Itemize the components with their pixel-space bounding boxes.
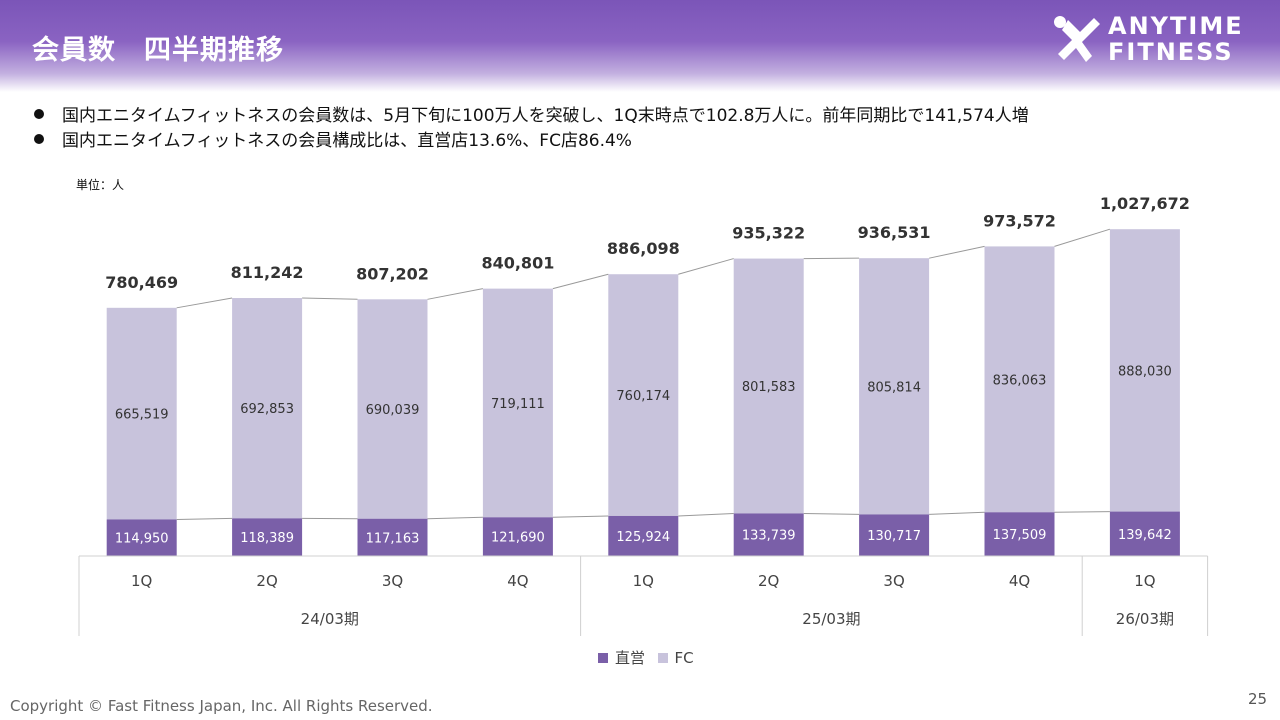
total-value-label: 936,531 [858, 223, 931, 242]
page-number: 25 [1248, 690, 1268, 708]
legend-label-fc: FC [674, 649, 693, 667]
anytime-fitness-logo: ANYTIME FITNESS [1046, 10, 1268, 74]
legend-swatch-fc [658, 653, 668, 663]
direct-connector-line [803, 512, 860, 515]
direct-value-label: 118,389 [240, 531, 294, 546]
total-connector-line [678, 258, 734, 275]
direct-value-label: 117,163 [366, 531, 420, 546]
direct-bar [482, 517, 553, 556]
direct-value-label: 125,924 [616, 530, 670, 545]
legend-label-direct: 直営 [615, 649, 645, 667]
unit-label: 単位：人 [76, 178, 125, 192]
bullet-item: 国内エニタイムフィットネスの会員数は、5月下旬に100万人を突破し、1Q末時点で… [34, 104, 1029, 129]
direct-connector-line [678, 512, 734, 517]
total-connector-line [302, 297, 358, 300]
fc-value-label: 836,063 [993, 373, 1047, 388]
direct-connector-line [427, 516, 483, 520]
direct-value-label: 137,509 [993, 528, 1047, 543]
direct-value-label: 133,739 [742, 529, 796, 544]
running-man-icon [1054, 16, 1100, 62]
membership-chart: 114,950 665,519 780,469 118,389 692,853 811,2… [78, 194, 1209, 667]
total-value-label: 1,027,672 [1100, 194, 1190, 213]
total-value-label: 780,469 [105, 273, 178, 292]
total-value-label: 840,801 [481, 254, 554, 273]
logo-text-anytime: ANYTIME [1108, 12, 1244, 40]
total-connector-line [552, 273, 609, 290]
direct-connector-line [1054, 511, 1110, 513]
fc-value-label: 690,039 [366, 403, 420, 418]
direct-value-label: 121,690 [491, 531, 545, 546]
fc-bar [1109, 229, 1180, 512]
direct-value-label: 130,717 [867, 529, 921, 544]
total-value-label: 807,202 [356, 264, 429, 283]
direct-bar [1109, 511, 1180, 556]
direct-connector-line [176, 517, 233, 520]
quarter-tick-label: 4Q [507, 572, 528, 590]
total-connector-line [176, 297, 233, 309]
summary-bullets: 国内エニタイムフィットネスの会員数は、5月下旬に100万人を突破し、1Q末時点で… [34, 104, 1029, 154]
copyright-footer: Copyright © Fast Fitness Japan, Inc. All… [10, 697, 433, 715]
bullet-dot-icon [34, 134, 44, 144]
total-value-label: 811,242 [231, 263, 304, 282]
fc-value-label: 665,519 [115, 408, 169, 423]
total-connector-line [1054, 228, 1111, 247]
page-title: 会員数 四半期推移 [32, 35, 284, 66]
direct-bar [232, 518, 303, 556]
total-connector-line [427, 288, 483, 300]
fc-bar [357, 299, 428, 519]
fc-bar [733, 258, 804, 514]
fc-bar [232, 298, 303, 519]
direct-value-label: 114,950 [115, 532, 169, 547]
total-value-label: 935,322 [732, 224, 805, 243]
bullet-text: 国内エニタイムフィットネスの会員構成比は、直営店13.6%、FC店86.4% [62, 131, 632, 151]
bullet-text: 国内エニタイムフィットネスの会員数は、5月下旬に100万人を突破し、1Q末時点で… [62, 106, 1029, 126]
direct-connector-line [929, 511, 985, 515]
quarter-tick-label: 1Q [131, 572, 152, 590]
bullet-dot-icon [34, 109, 44, 119]
logo-text-fitness: FITNESS [1108, 38, 1234, 66]
bullet-item: 国内エニタイムフィットネスの会員構成比は、直営店13.6%、FC店86.4% [34, 129, 1029, 154]
fc-value-label: 805,814 [867, 380, 921, 395]
total-value-label: 886,098 [607, 239, 680, 258]
fc-bar [106, 307, 177, 520]
direct-bar [357, 518, 428, 556]
quarter-tick-label: 2Q [758, 572, 779, 590]
total-connector-line [928, 245, 985, 259]
fc-value-label: 888,030 [1118, 364, 1172, 379]
fc-bar [482, 288, 553, 518]
legend-swatch-direct [598, 653, 608, 663]
total-value-label: 973,572 [983, 211, 1056, 230]
period-label: 25/03期 [802, 610, 860, 628]
direct-bar [106, 519, 177, 556]
fc-value-label: 692,853 [240, 402, 294, 417]
fc-value-label: 760,174 [616, 389, 670, 404]
direct-bar [984, 512, 1055, 556]
direct-value-label: 139,642 [1118, 528, 1172, 543]
fc-value-label: 719,111 [491, 397, 545, 412]
header-bar: 会員数 四半期推移 ANYTIME FITNESS [0, 0, 1280, 92]
fc-bar [608, 274, 679, 516]
quarter-tick-label: 1Q [633, 572, 654, 590]
quarter-tick-label: 3Q [883, 572, 904, 590]
direct-bar [733, 513, 804, 556]
quarter-tick-label: 1Q [1134, 572, 1155, 590]
direct-bar [859, 514, 930, 556]
fc-bar [859, 258, 930, 515]
fc-bar [984, 246, 1055, 513]
quarter-tick-label: 4Q [1009, 572, 1030, 590]
quarter-tick-label: 3Q [382, 572, 403, 590]
period-label: 26/03期 [1116, 610, 1174, 628]
quarter-tick-label: 2Q [256, 572, 277, 590]
direct-connector-line [552, 515, 609, 518]
direct-bar [608, 515, 679, 556]
period-label: 24/03期 [301, 610, 359, 628]
fc-value-label: 801,583 [742, 380, 796, 395]
